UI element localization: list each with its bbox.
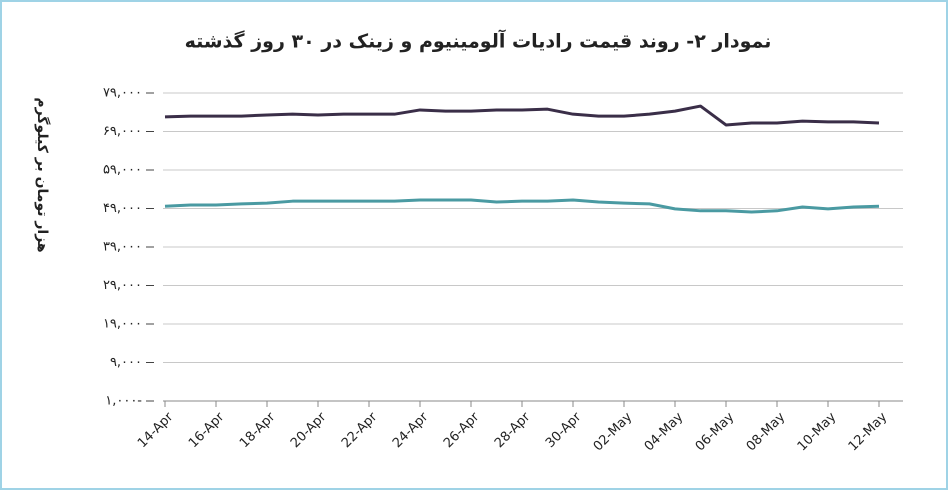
y-tick-label: ۴۹,۰۰۰: [103, 201, 142, 216]
series-line: [164, 104, 880, 127]
series-line: [164, 198, 880, 214]
y-axis-label: هزار تومان بر کیلوگرم: [34, 97, 51, 252]
chart-title: نمودار ۲- روند قیمت رادیات آلومینیوم و ز…: [185, 29, 772, 53]
y-tick-label: ۹,۰۰۰: [110, 355, 142, 370]
y-tick-label: ۲۹,۰۰۰: [103, 278, 142, 293]
y-tick-label: ۱۹,۰۰۰: [103, 317, 142, 332]
y-tick-label: ۱,۰۰۰-: [105, 394, 142, 409]
y-tick-label: ۶۹,۰۰۰: [103, 124, 142, 139]
y-tick-label: ۵۹,۰۰۰: [103, 163, 142, 178]
y-tick-label: ۷۹,۰۰۰: [103, 86, 142, 101]
y-tick-label: ۳۹,۰۰۰: [103, 240, 142, 255]
